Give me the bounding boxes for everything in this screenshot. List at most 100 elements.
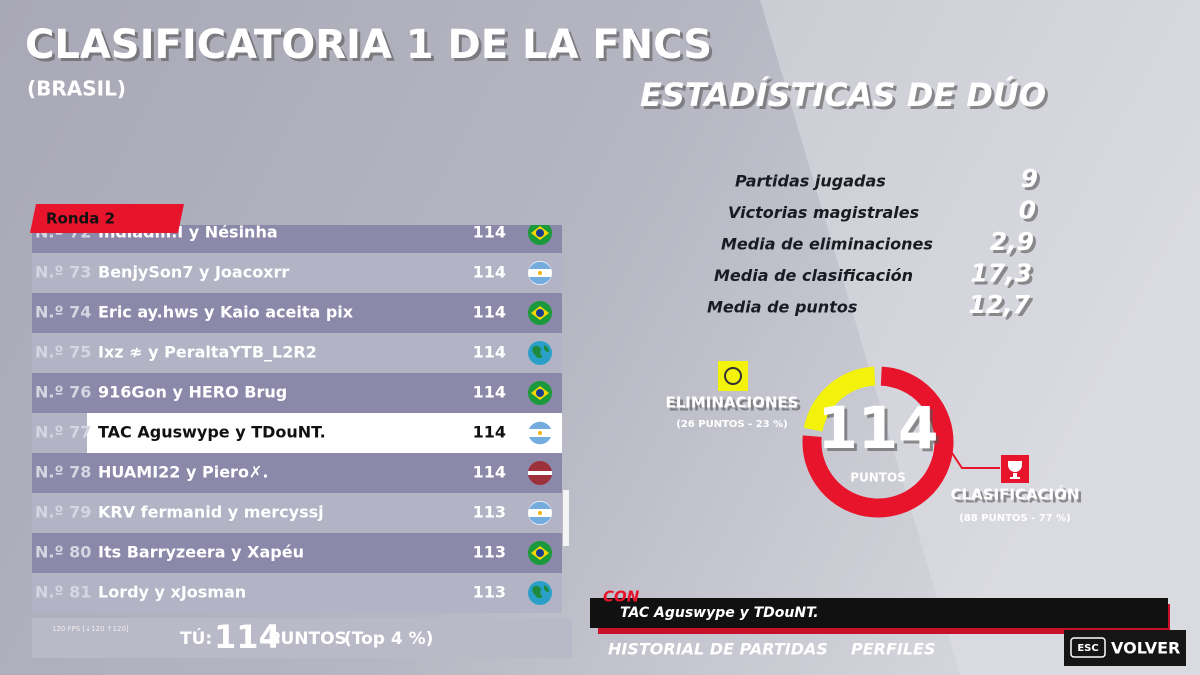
flag-stripe: [528, 471, 552, 475]
flag: [528, 421, 552, 445]
flag-globe: [536, 229, 544, 237]
flag-bottom: [529, 517, 551, 525]
row-name: BenjySon7 y Joacoxrr: [98, 263, 289, 282]
row-rank: N.º 81: [35, 583, 91, 602]
stat-value: 12,7: [968, 290, 1030, 319]
stat-label: Media de eliminaciones: [721, 235, 933, 254]
row-bg: [32, 253, 562, 293]
partner-name: TAC Aguswype y TDouNT.: [620, 605, 819, 621]
row-bg: [32, 573, 562, 613]
eliminations-detail: (26 PUNTOS - 23 %): [676, 419, 787, 430]
you-label: TÚ:: [180, 627, 212, 649]
eliminations-icon: [718, 361, 748, 391]
stat-value: 9: [1021, 164, 1038, 193]
donut-segment: [802, 366, 954, 518]
flag: [528, 581, 552, 605]
stats-title: ESTADÍSTICAS DE DÚO: [640, 75, 1046, 114]
you-unit: PUNTOS: [268, 629, 347, 649]
flag: [528, 341, 552, 365]
row-name: Eric ay.hws y Kaio aceita pix: [98, 303, 354, 322]
flag-globe: [536, 549, 544, 557]
donut-unit: PUNTOS: [850, 471, 906, 485]
row-rank: N.º 75: [35, 343, 91, 362]
row-points: 113: [473, 503, 506, 522]
row-points: 114: [473, 343, 506, 362]
trophy: [1008, 461, 1022, 479]
row-name: Its Barryzeera y Xapéu: [98, 543, 304, 562]
partner-bar: [590, 598, 1168, 628]
flag-sun: [538, 431, 542, 435]
crosshair: [724, 367, 742, 385]
row-name: 916Gon y HERO Brug: [98, 383, 287, 402]
row-points: 114: [473, 383, 506, 402]
row-rank: N.º 79: [35, 503, 91, 522]
row-bg: [32, 493, 562, 533]
donut-total: 114: [817, 394, 938, 462]
row-points: 113: [473, 583, 506, 602]
row-rank: N.º 74: [35, 303, 91, 322]
eliminations-name: ELIMINACIONES: [665, 394, 798, 412]
history-tab[interactable]: HISTORIAL DE PARTIDAS: [608, 640, 828, 659]
flag-land: [532, 585, 549, 599]
flag-globe: [536, 389, 544, 397]
stat-label: Victorias magistrales: [728, 203, 919, 222]
flag-sun: [538, 511, 542, 515]
flag-top: [529, 501, 551, 509]
row-rank: N.º 73: [35, 263, 91, 282]
row-bg: [32, 373, 562, 413]
donut-segment: [803, 366, 876, 432]
row-points: 114: [473, 223, 506, 242]
row-points: 114: [473, 303, 506, 322]
flag-sun: [538, 271, 542, 275]
subtitle: (BRASIL): [27, 77, 126, 101]
stat-value: 0: [1019, 196, 1036, 225]
flag: [528, 461, 552, 485]
row-name: KRV fermanid y mercyssj: [98, 503, 324, 522]
back-button[interactable]: [1064, 630, 1186, 666]
you-top: (Top 4 %): [344, 629, 433, 649]
row-name: Lordy y xJosman: [98, 583, 246, 602]
stat-value: 2,9: [990, 227, 1034, 256]
stat-label: Partidas jugadas: [735, 172, 886, 191]
stat-value: 17,3: [970, 259, 1032, 288]
flag-land: [532, 345, 549, 359]
flag: [528, 225, 552, 245]
partner-prefix: CON: [603, 588, 640, 606]
row-name: Ixz ≉ y PeraltaYTB_L2R2: [98, 343, 317, 362]
row-bg: [32, 533, 562, 573]
profiles-tab[interactable]: PERFILES: [851, 640, 936, 659]
stat-label: Media de puntos: [707, 298, 857, 317]
placement-detail: (88 PUNTOS - 77 %): [959, 513, 1070, 524]
key-label: ESC: [1077, 643, 1098, 654]
donut: [802, 366, 954, 518]
connector: [949, 449, 1000, 469]
flag-top: [529, 261, 551, 269]
flag: [528, 501, 552, 525]
row-rank: N.º 78: [35, 463, 91, 482]
flag: [528, 541, 552, 565]
title: CLASIFICATORIA 1 DE LA FNCS: [25, 22, 712, 68]
row-bg: [32, 333, 562, 373]
row-rank: N.º 76: [35, 383, 91, 402]
stats: Partidas jugadas 9 Victorias magistrales 0 M…: [707, 164, 1038, 319]
stat-label: Media de clasificación: [714, 266, 913, 285]
you-points: 114: [214, 618, 281, 656]
row-bg: [32, 453, 562, 493]
flag-bottom: [529, 437, 551, 445]
round-tab[interactable]: [30, 204, 184, 233]
row-name: HUAMI22 y Piero✗.: [98, 463, 268, 482]
row-rank: N.º 80: [35, 543, 91, 562]
row-points: 114: [473, 263, 506, 282]
footer-bar: [32, 618, 572, 658]
row-highlight: [87, 413, 562, 453]
flag: [528, 381, 552, 405]
row-points: 114: [473, 463, 506, 482]
back-label: VOLVER: [1111, 639, 1180, 658]
scrollbar[interactable]: [563, 490, 569, 546]
key-box: [1070, 637, 1106, 658]
placement-name: CLASIFICACIÓN: [951, 485, 1080, 504]
row-rank: N.º 77: [35, 423, 91, 442]
row-points: 113: [473, 543, 506, 562]
